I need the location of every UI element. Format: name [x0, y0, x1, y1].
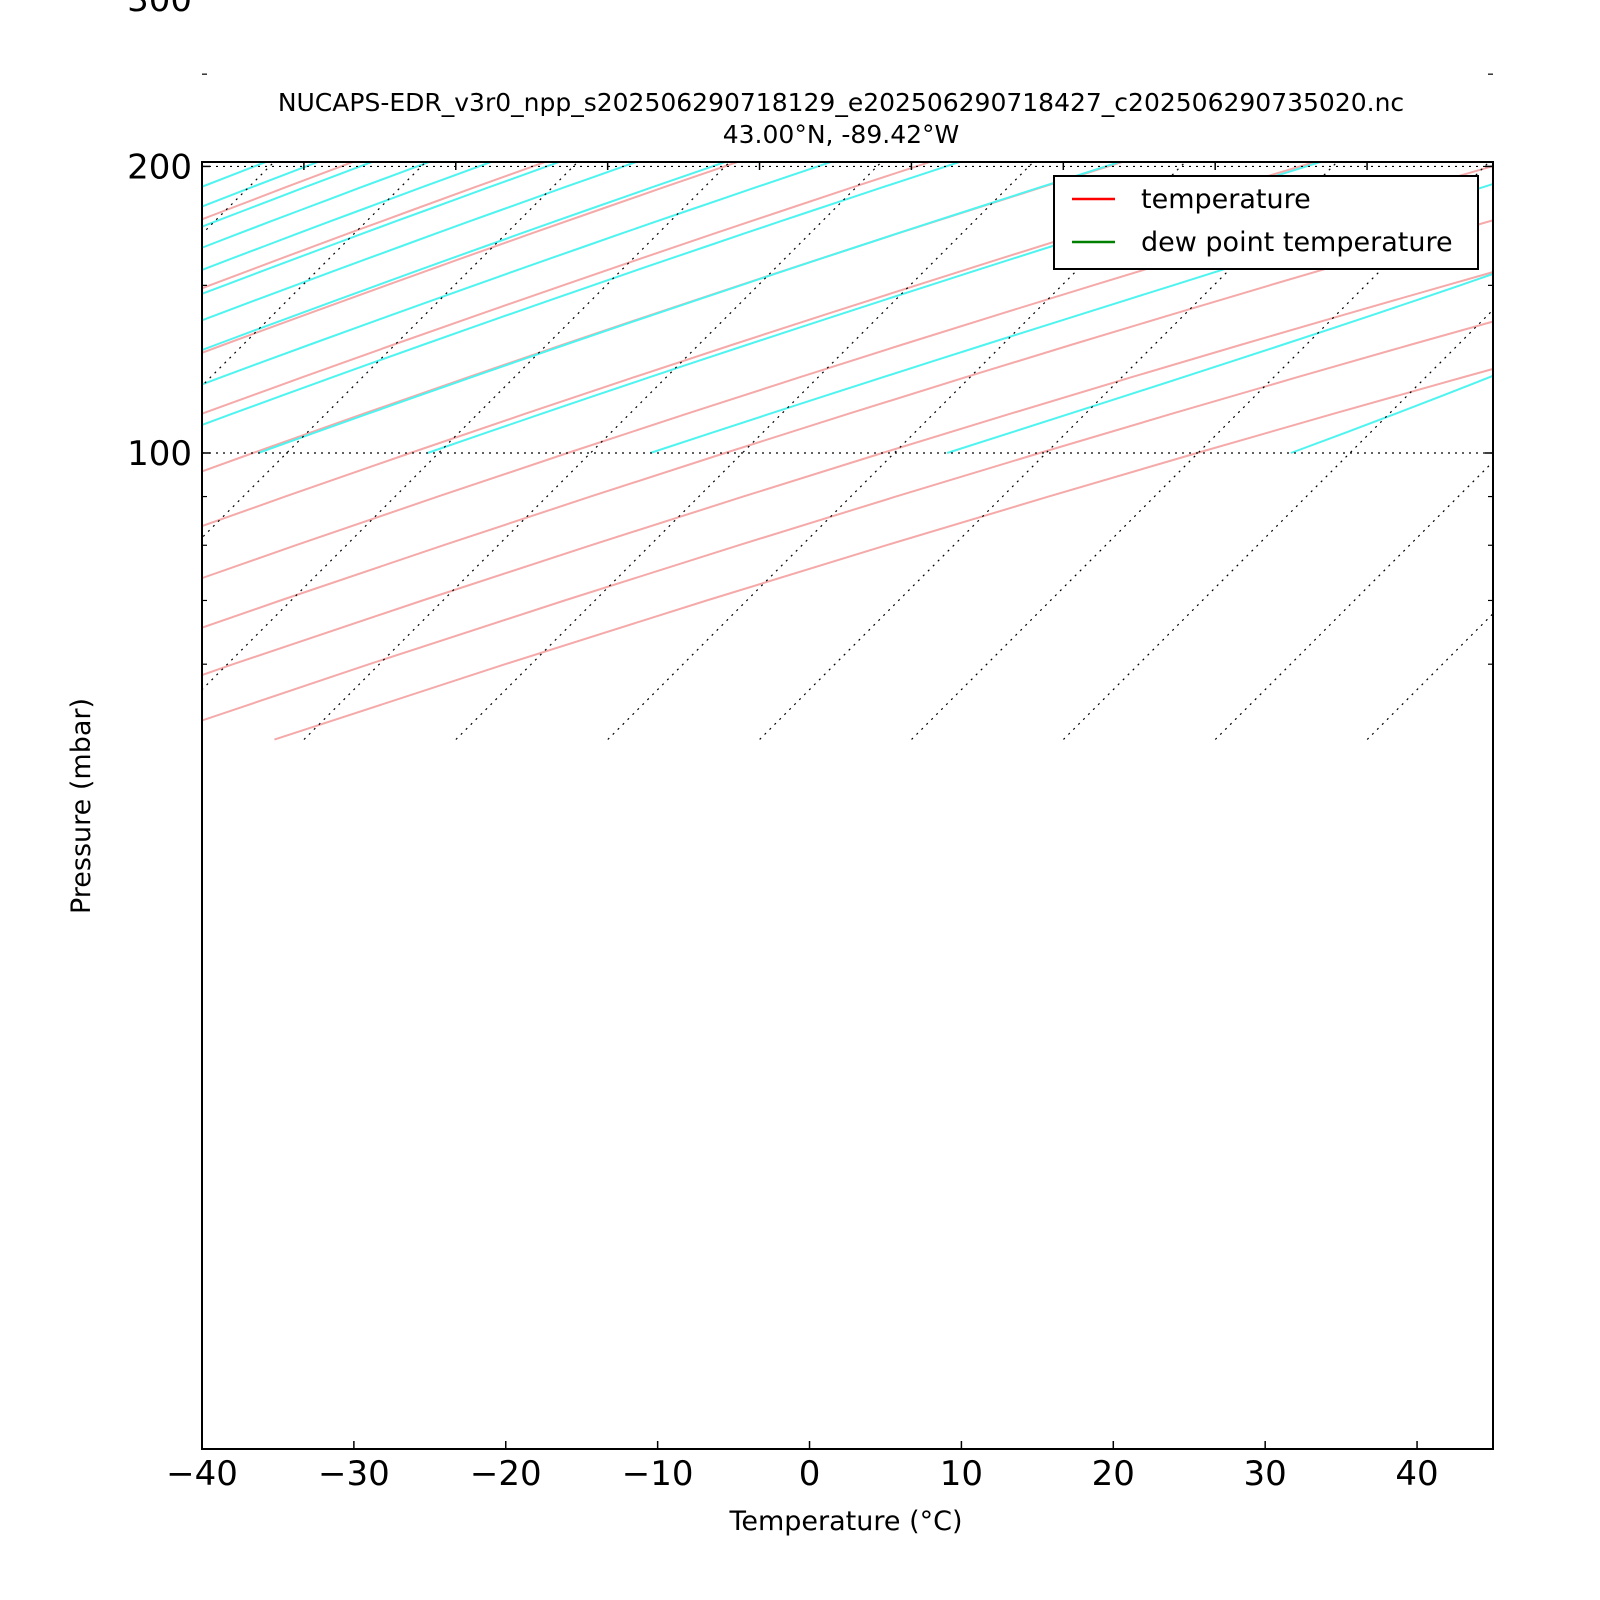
grid-lines [0, 0, 1600, 741]
isotherm-grid-line [455, 162, 1035, 741]
y-tick-label: 300 [127, 0, 192, 20]
y-tick-label: 100 [127, 434, 192, 474]
isotherm-grid-line [202, 162, 579, 539]
isotherm-grid-line [759, 162, 1338, 741]
isotherm-grid-line [1519, 0, 1600, 740]
dry-adiabat-9 [202, 320, 1493, 722]
isotherm-grid-line [1214, 460, 1493, 741]
legend-label-temperature: temperature [1141, 184, 1311, 215]
y-tick-label: 200 [127, 147, 192, 187]
x-tick-label: 0 [799, 1454, 821, 1494]
legend-label-dewpoint: dew point temperature [1141, 227, 1453, 258]
isotherm-grid-line [202, 162, 427, 387]
dry-adiabat-8 [202, 271, 1493, 677]
x-tick-label: 20 [1092, 1454, 1135, 1494]
isotherm-grid-line [910, 162, 1490, 741]
chart-subtitle: 43.00°N, -89.42°W [722, 120, 960, 149]
x-tick-label: 10 [940, 1454, 983, 1494]
chart-title: NUCAPS-EDR_v3r0_npp_s202506290718129_e20… [277, 88, 1405, 117]
x-tick-label: −30 [318, 1454, 390, 1494]
isotherm-grid-line [607, 162, 1187, 741]
y-axis-label: Pressure (mbar) [66, 698, 97, 914]
y-tick-labels: 1002003004005006007008009001000 [127, 0, 192, 474]
x-axis-label: Temperature (°C) [728, 1506, 962, 1537]
series-line-dewpoint [1560, 0, 1600, 740]
axis-ticks [201, 73, 1493, 1449]
plot-frame [201, 161, 1494, 1450]
isotherm-grid-line [0, 0, 803, 740]
dry-adiabat-10 [274, 367, 1493, 741]
series-layer [1560, 0, 1600, 740]
x-tick-labels: −40 −30 −20 −10 0 10 20 30 40 [166, 1454, 1439, 1494]
isotherm-grid-line [1062, 309, 1493, 741]
isotherm-grid-line [0, 0, 500, 740]
x-tick-label: 30 [1244, 1454, 1287, 1494]
legend-box [1053, 175, 1479, 270]
isotherm-grid-line [1366, 612, 1493, 741]
x-tick-label: −10 [622, 1454, 694, 1494]
legend: temperature dew point temperature [1053, 175, 1479, 270]
x-tick-label: −40 [166, 1454, 238, 1494]
x-tick-label: 40 [1395, 1454, 1438, 1494]
x-tick-label: −20 [470, 1454, 542, 1494]
background-lines [202, 162, 1493, 741]
